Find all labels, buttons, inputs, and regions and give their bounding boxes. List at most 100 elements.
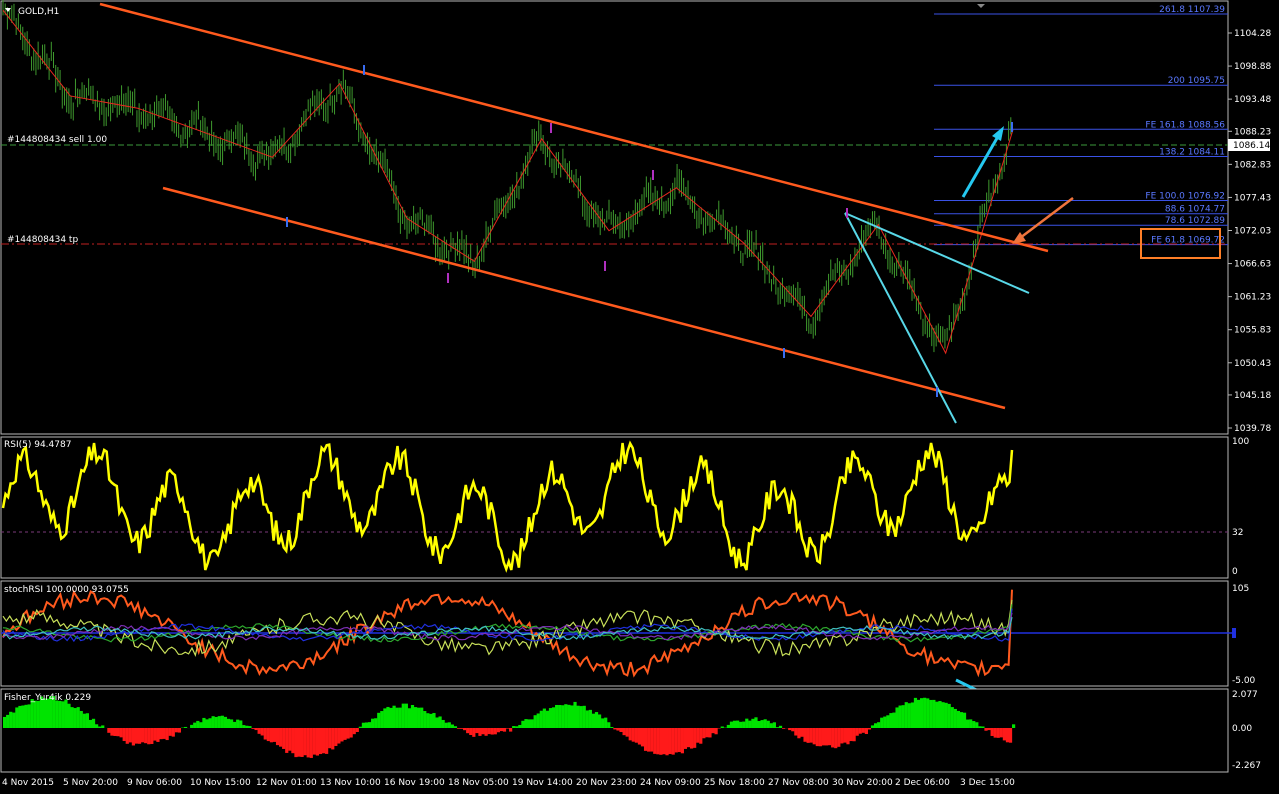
time-tick-label: 3 Dec 15:00 — [960, 778, 1015, 788]
fisher-bar — [134, 728, 139, 744]
fisher-bar — [705, 728, 709, 738]
fisher-bar — [907, 703, 911, 728]
fisher-bar — [407, 708, 412, 728]
fisher-bar — [913, 697, 918, 728]
fisher-bar — [665, 728, 669, 756]
time-tick-label: 19 Nov 14:00 — [512, 778, 573, 788]
fisher-bar — [432, 712, 436, 728]
stochrsi-panel[interactable]: stochRSI 100.0000 93.0755 105 -5.00 — [0, 580, 1256, 709]
main-panel-frame — [0, 0, 1229, 435]
time-tick-label: 16 Nov 19:00 — [384, 778, 445, 788]
fisher-bar — [548, 708, 553, 728]
fisher-bar — [867, 728, 872, 730]
fisher-bar — [190, 724, 194, 728]
fisher-bar — [282, 728, 286, 749]
fisher-bar — [150, 728, 154, 744]
fisher-bar — [809, 728, 813, 743]
fisher-bar — [122, 728, 126, 742]
fisher-bar — [803, 728, 807, 742]
fisher-bar — [984, 728, 988, 731]
fib-level-label: 78.6 1072.89 — [1165, 216, 1225, 226]
fisher-bar — [873, 723, 878, 728]
fisher-bar — [306, 728, 310, 758]
fisher-bar — [794, 728, 798, 736]
order-tp-label: #144808434 tp — [7, 235, 78, 245]
fisher-bar — [73, 708, 77, 728]
fisher-bar — [331, 728, 335, 750]
fisher-bar — [781, 728, 786, 729]
fisher-bar — [239, 720, 243, 728]
fisher-bar — [291, 728, 295, 754]
fisher-bar — [248, 726, 252, 728]
price-tick-label: 1055.83 — [1234, 326, 1271, 336]
fisher-bar — [693, 728, 697, 748]
fisher-bar — [880, 717, 884, 728]
fisher-bar — [708, 728, 712, 738]
fisher-bar — [732, 720, 737, 728]
fisher-bar — [110, 728, 114, 736]
time-tick-label: 9 Nov 06:00 — [127, 778, 182, 788]
fisher-bar — [383, 708, 387, 728]
stochrsi-line — [2, 617, 1013, 641]
fisher-bar — [527, 719, 531, 728]
time-tick-label: 13 Nov 10:00 — [320, 778, 381, 788]
fisher-bar — [778, 725, 783, 728]
fisher-bar — [202, 717, 206, 728]
fisher-bar — [95, 724, 99, 728]
order-lines — [1, 144, 1228, 245]
order-sell-label: #144808434 sell 1.00 — [7, 135, 107, 145]
fisher-bar — [420, 707, 424, 728]
fisher-bar — [864, 728, 868, 735]
fisher-bar — [469, 728, 473, 736]
fisher-bar — [1008, 728, 1013, 743]
main-price-panel[interactable]: 261.8 1107.39 200 1095.75 FE 161.8 1088.56… — [0, 0, 1271, 435]
fisher-tick-top: 2.077 — [1232, 690, 1258, 700]
fisher-bar — [481, 728, 485, 735]
stochrsi-line — [2, 589, 1013, 678]
fisher-bar — [699, 728, 703, 744]
fisher-bar — [564, 704, 568, 728]
fisher-bar — [950, 707, 954, 728]
fisher-bar — [45, 698, 50, 728]
fisher-bar — [555, 704, 559, 728]
fisher-bar — [806, 728, 810, 743]
fisher-bar — [312, 728, 316, 755]
fisher-bar — [588, 709, 592, 728]
fisher-bar — [932, 699, 936, 728]
fib-level-label: FE 100.0 1076.92 — [1145, 192, 1225, 202]
rsi-panel[interactable]: RSI(5) 94.4787 100 32 0 — [0, 436, 1249, 579]
fisher-bar — [39, 696, 44, 728]
fisher-bar — [435, 717, 439, 728]
fisher-bar — [472, 728, 476, 737]
rsi-tick-0: 0 — [1232, 567, 1238, 577]
fisher-bar — [429, 713, 433, 728]
fisher-bar — [24, 704, 28, 728]
fib-highlight-box — [1140, 228, 1221, 259]
fisher-panel[interactable]: Fisher_Yur4ik 0.229 2.077 0.00 -2.267 — [0, 688, 1261, 773]
price-bars — [2, 0, 1012, 353]
time-tick-label: 30 Nov 20:00 — [832, 778, 893, 788]
fisher-bar — [631, 728, 635, 742]
fisher-bar — [453, 726, 458, 728]
fisher-bar — [220, 715, 224, 728]
stochrsi-tick-105: 105 — [1232, 584, 1249, 594]
price-tick-label: 1088.23 — [1234, 127, 1271, 137]
fisher-bar — [236, 719, 240, 728]
symbol-menu-icon[interactable] — [5, 8, 11, 12]
fisher-bar — [257, 728, 261, 734]
stochrsi-tick-neg5: -5.00 — [1232, 676, 1256, 686]
fisher-bar — [337, 728, 341, 744]
fisher-bar — [643, 728, 648, 751]
fisher-bar — [576, 705, 580, 728]
fractal-markers — [286, 65, 1013, 397]
fisher-bar — [818, 728, 822, 747]
fisher-bar — [318, 728, 323, 755]
fisher-bar — [334, 728, 338, 747]
fisher-bar — [726, 724, 730, 728]
price-tick-label: 1061.23 — [1234, 293, 1271, 303]
fisher-bar — [935, 701, 939, 728]
fisher-bar — [892, 712, 896, 728]
fisher-bar — [205, 719, 209, 728]
fisher-bar — [42, 698, 47, 728]
